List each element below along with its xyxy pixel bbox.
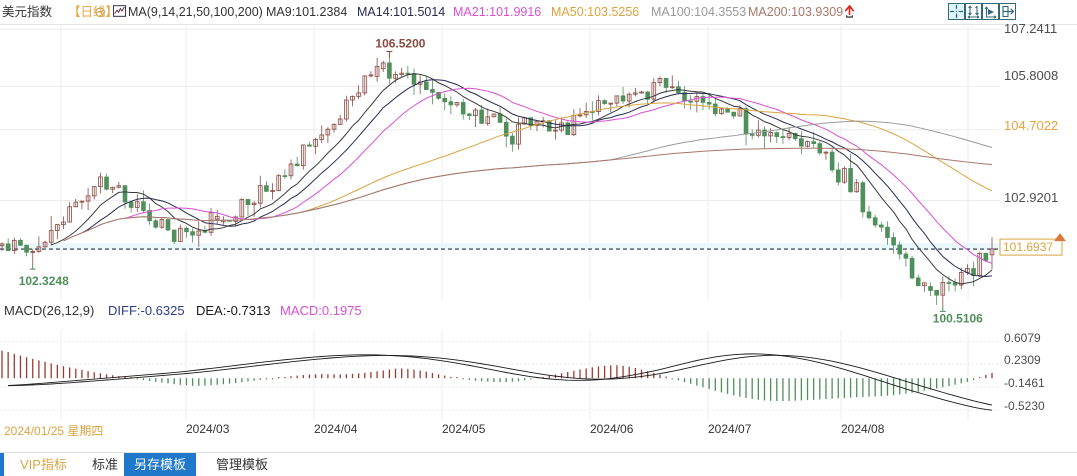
svg-text:-0.5230: -0.5230 [1004, 399, 1045, 413]
svg-text:-0.1461: -0.1461 [1004, 376, 1045, 390]
svg-text:0.2309: 0.2309 [1004, 353, 1041, 367]
svg-text:0.6079: 0.6079 [1004, 331, 1041, 345]
